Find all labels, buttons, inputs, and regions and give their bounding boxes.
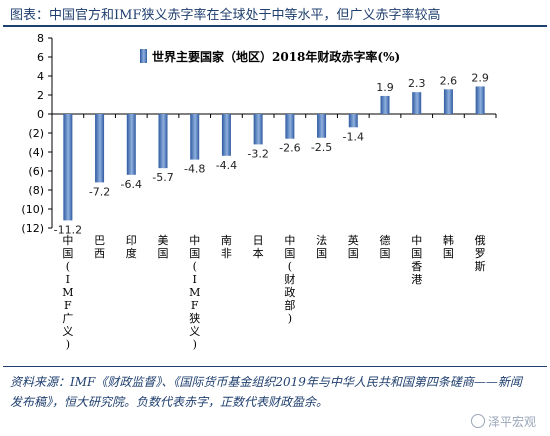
bar — [443, 89, 453, 114]
bar — [412, 92, 422, 114]
category-label: 韩国 — [443, 233, 454, 260]
footer-rule — [3, 366, 547, 367]
watermark: 泽平宏观 — [470, 413, 536, 430]
bar — [63, 114, 73, 221]
y-tick-label: 4 — [37, 70, 44, 83]
data-label: -6.4 — [121, 178, 142, 191]
y-tick-label: (10) — [21, 203, 44, 216]
source-note: 资料来源：IMF《财政监督》、《国际货币基金组织2019年与中华人民共和国第四条… — [10, 375, 522, 409]
data-label: 1.9 — [376, 81, 394, 94]
category-label: 南非 — [221, 234, 232, 260]
category-label: 法国 — [316, 233, 327, 260]
data-label: -3.2 — [247, 147, 268, 160]
bar — [95, 114, 105, 183]
category-label: 中国(I M F 广义) — [62, 234, 73, 351]
y-tick-label: (6) — [28, 165, 44, 178]
y-tick-label: 2 — [37, 89, 44, 102]
data-label: 2.3 — [408, 77, 426, 90]
category-label: 中国香港 — [411, 234, 422, 286]
category-label: 中国(财政部) — [284, 234, 295, 325]
bar — [190, 114, 200, 160]
bar — [221, 114, 231, 156]
bar — [380, 95, 390, 114]
bar — [158, 114, 168, 169]
bar — [317, 114, 327, 138]
bar — [253, 114, 263, 145]
data-label: -2.6 — [279, 142, 300, 155]
data-label: -4.4 — [216, 159, 237, 172]
chart-title: 图表：中国官方和IMF狭义赤字率在全球处于中等水平，但广义赤字率较高 — [10, 8, 441, 23]
title-rule — [3, 25, 547, 27]
category-label: 英国 — [348, 233, 359, 260]
watermark-icon — [470, 414, 485, 428]
legend-swatch — [140, 49, 147, 63]
y-tick-label: 8 — [37, 32, 44, 45]
data-label: -4.8 — [184, 163, 205, 176]
bar — [475, 86, 485, 114]
y-tick-label: 0 — [37, 108, 44, 121]
y-tick-label: (2) — [28, 127, 44, 140]
category-label: 巴西 — [94, 234, 105, 260]
watermark-text: 泽平宏观 — [487, 415, 536, 429]
bar — [285, 114, 295, 139]
bar — [126, 114, 136, 175]
data-label: -7.2 — [89, 185, 110, 198]
category-label: 德国 — [380, 233, 391, 260]
legend-label: 世界主要国家（地区）2018年财政赤字率(%) — [152, 49, 400, 64]
data-label: -5.7 — [152, 171, 173, 184]
data-label: 2.6 — [440, 74, 458, 87]
data-label: 2.9 — [471, 71, 489, 84]
category-label: 中国(I M F 狭义) — [189, 234, 200, 351]
data-label: -11.2 — [54, 223, 82, 236]
y-tick-label: 6 — [37, 51, 44, 64]
category-label: 日本 — [253, 234, 264, 260]
data-label: -1.4 — [343, 130, 364, 143]
category-label: 俄罗斯 — [475, 234, 486, 273]
category-label: 美国 — [158, 234, 169, 260]
y-tick-label: (4) — [28, 146, 44, 159]
data-label: -2.5 — [311, 141, 332, 154]
bar — [348, 114, 358, 128]
y-tick-label: (8) — [28, 184, 44, 197]
y-tick-label: (12) — [21, 222, 44, 235]
category-label: 印度 — [126, 234, 137, 260]
